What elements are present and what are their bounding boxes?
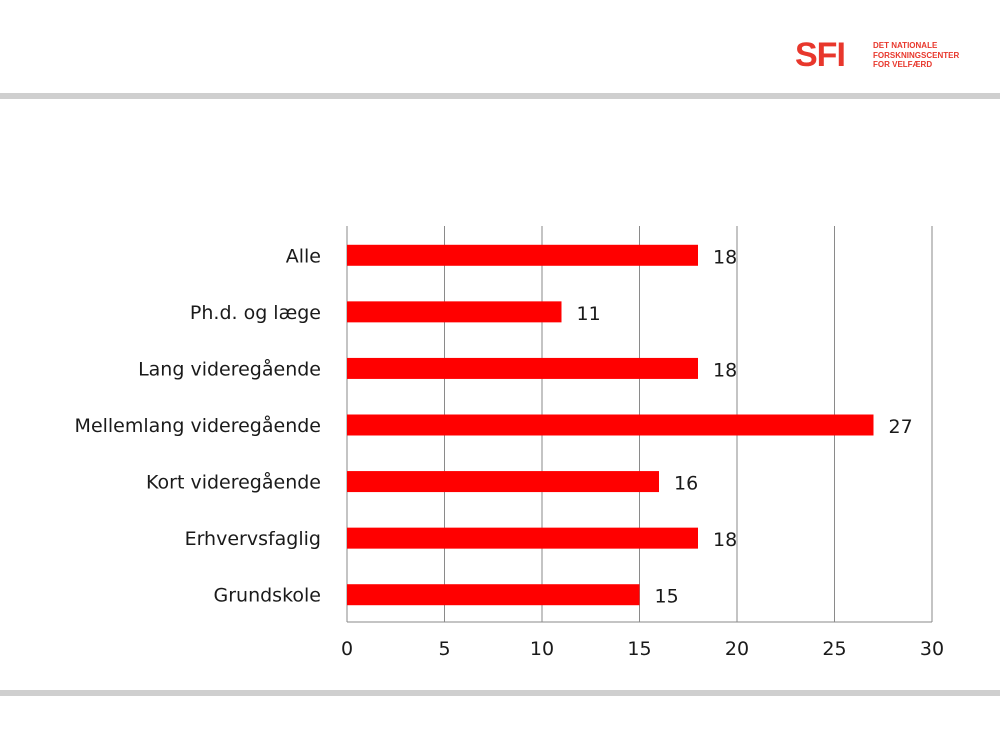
x-tick-label: 5 [438,638,450,660]
value-label: 27 [889,416,913,438]
value-label: 16 [674,473,698,495]
category-label: Grundskole [214,585,322,607]
logo-subtitle-line: FORSKNINGSCENTER [873,50,960,60]
value-label: 15 [655,586,679,608]
category-label: Mellemlang videregående [75,414,321,437]
sfi-logo: SFI DET NATIONALE FORSKNINGSCENTER FOR V… [795,36,975,76]
x-tick-label: 20 [725,638,749,660]
category-label: Kort videregående [146,471,321,494]
category-label: Erhvervsfaglig [185,528,321,550]
category-label: Lang videregående [138,357,321,380]
value-label: 11 [577,303,601,325]
x-tick-label: 30 [920,638,944,660]
x-tick-label: 25 [822,638,846,660]
value-label: 18 [713,359,737,381]
bar [347,414,874,436]
header-divider [0,93,1000,99]
bar [347,584,640,606]
footer-divider [0,690,1000,696]
logo-subtitle: DET NATIONALE FORSKNINGSCENTER FOR VELFÆ… [873,41,959,70]
bar [347,357,698,379]
logo-subtitle-line: DET NATIONALE [873,41,938,50]
bar [347,301,562,323]
category-label: Alle [286,245,321,267]
x-tick-label: 10 [530,638,554,660]
bars-layer [347,244,874,606]
bar [347,527,698,549]
bar [347,471,659,493]
labels-layer: 0 5 10 15 20 25 30 Alle 18 Ph.d. og læge 11 Lang vi… [75,245,945,660]
value-label: 18 [713,529,737,551]
logo-mark: SFI [795,36,846,74]
value-label: 18 [713,246,737,268]
x-tick-label: 0 [341,638,353,660]
logo-subtitle-line: FOR VELFÆRD [873,60,933,69]
category-label: Ph.d. og læge [190,302,321,324]
x-tick-label: 15 [627,638,651,660]
bar [347,244,698,266]
